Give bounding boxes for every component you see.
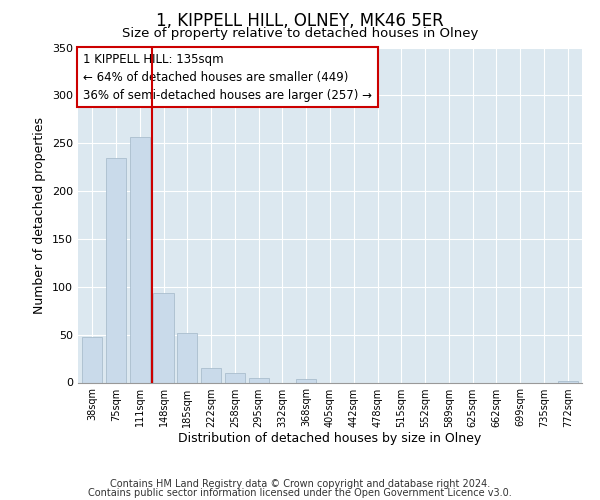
Bar	[296, 378, 316, 382]
X-axis label: Distribution of detached houses by size in Olney: Distribution of detached houses by size …	[178, 432, 482, 446]
Bar	[248, 378, 269, 382]
Y-axis label: Number of detached properties: Number of detached properties	[34, 116, 46, 314]
Bar	[106, 158, 126, 382]
Bar	[225, 373, 245, 382]
Text: Contains public sector information licensed under the Open Government Licence v3: Contains public sector information licen…	[88, 488, 512, 498]
Bar	[201, 368, 221, 382]
Bar	[130, 136, 150, 382]
Text: Contains HM Land Registry data © Crown copyright and database right 2024.: Contains HM Land Registry data © Crown c…	[110, 479, 490, 489]
Text: 1, KIPPELL HILL, OLNEY, MK46 5ER: 1, KIPPELL HILL, OLNEY, MK46 5ER	[156, 12, 444, 30]
Bar	[177, 332, 197, 382]
Text: Size of property relative to detached houses in Olney: Size of property relative to detached ho…	[122, 28, 478, 40]
Text: 1 KIPPELL HILL: 135sqm
← 64% of detached houses are smaller (449)
36% of semi-de: 1 KIPPELL HILL: 135sqm ← 64% of detached…	[83, 52, 372, 102]
Bar	[557, 380, 578, 382]
Bar	[154, 292, 173, 382]
Bar	[82, 336, 103, 382]
